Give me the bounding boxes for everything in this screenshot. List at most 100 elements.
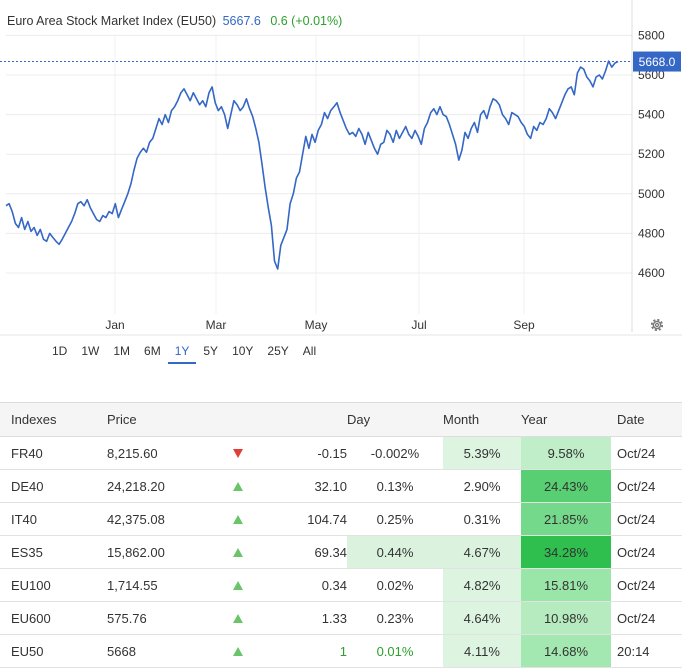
header-arrow bbox=[211, 402, 265, 437]
change-cell: 104.74 bbox=[265, 502, 347, 536]
index-name: Euro Area Stock Market Index (EU50) bbox=[7, 14, 217, 28]
range-button-25y[interactable]: 25Y bbox=[267, 344, 289, 358]
year-cell: 15.81% bbox=[521, 568, 611, 602]
direction-cell bbox=[211, 634, 265, 668]
header-indexes[interactable]: Indexes bbox=[0, 402, 107, 437]
range-button-1y[interactable]: 1Y bbox=[167, 340, 197, 364]
change-cell: 69.34 bbox=[265, 535, 347, 569]
table-row[interactable]: EU600 575.76 1.33 0.23% 4.64% 10.98% Oct/24 bbox=[0, 601, 682, 635]
y-tick-label: 4800 bbox=[638, 226, 665, 240]
day-cell: 0.02% bbox=[347, 568, 443, 602]
arrow-up-icon bbox=[233, 481, 243, 491]
gear-icon[interactable] bbox=[649, 317, 665, 333]
table-row[interactable]: EU100 1,714.55 0.34 0.02% 4.82% 15.81% Oct/24 bbox=[0, 568, 682, 602]
range-button-6m[interactable]: 6M bbox=[144, 344, 161, 358]
y-tick-label: 5400 bbox=[638, 108, 665, 122]
header-price[interactable]: Price bbox=[107, 402, 211, 437]
date-cell: Oct/24 bbox=[611, 535, 682, 569]
header-change bbox=[265, 402, 347, 437]
arrow-up-icon bbox=[233, 514, 243, 524]
month-cell: 4.64% bbox=[443, 601, 521, 635]
month-cell: 2.90% bbox=[443, 469, 521, 503]
table-row[interactable]: DE40 24,218.20 32.10 0.13% 2.90% 24.43% Oct/24 bbox=[0, 469, 682, 503]
x-tick-label: Mar bbox=[206, 318, 227, 332]
index-value: 5667.6 bbox=[222, 14, 261, 28]
price-cell: 15,862.00 bbox=[107, 535, 211, 569]
index-name[interactable]: EU100 bbox=[0, 568, 107, 602]
x-tick-label: Jan bbox=[105, 318, 124, 332]
direction-cell bbox=[211, 601, 265, 635]
direction-cell bbox=[211, 436, 265, 470]
y-tick-label: 5200 bbox=[638, 147, 665, 161]
table-row[interactable]: EU50 5668 1 0.01% 4.11% 14.68% 20:14 bbox=[0, 634, 682, 668]
year-cell: 9.58% bbox=[521, 436, 611, 470]
change-cell: 32.10 bbox=[265, 469, 347, 503]
day-cell: 0.23% bbox=[347, 601, 443, 635]
table-row[interactable]: ES35 15,862.00 69.34 0.44% 4.67% 34.28% Oct/24 bbox=[0, 535, 682, 569]
y-tick-label: 4600 bbox=[638, 266, 665, 280]
change-cell: 1 bbox=[265, 634, 347, 668]
arrow-up-icon bbox=[233, 547, 243, 557]
header-day[interactable]: Day bbox=[347, 402, 443, 437]
index-change: 0.6 (+0.01%) bbox=[270, 14, 343, 28]
x-tick-label: May bbox=[305, 318, 328, 332]
month-cell: 5.39% bbox=[443, 436, 521, 470]
arrow-up-icon bbox=[233, 613, 243, 623]
date-cell: Oct/24 bbox=[611, 436, 682, 470]
date-cell: Oct/24 bbox=[611, 568, 682, 602]
range-selector: 1D 1W 1M 6M 1Y 5Y 10Y 25Y All bbox=[45, 340, 323, 364]
price-cell: 575.76 bbox=[107, 601, 211, 635]
year-cell: 14.68% bbox=[521, 634, 611, 668]
change-cell: -0.15 bbox=[265, 436, 347, 470]
day-cell: -0.002% bbox=[347, 436, 443, 470]
range-button-all[interactable]: All bbox=[302, 344, 317, 358]
indexes-table: Indexes Price Day Month Year Date FR40 8,… bbox=[0, 402, 682, 668]
year-cell: 21.85% bbox=[521, 502, 611, 536]
range-button-1w[interactable]: 1W bbox=[81, 344, 100, 358]
y-tick-label: 5000 bbox=[638, 187, 665, 201]
table-body: FR40 8,215.60 -0.15 -0.002% 5.39% 9.58% Oct/24… bbox=[0, 436, 682, 668]
header-date[interactable]: Date bbox=[611, 402, 682, 437]
date-cell: Oct/24 bbox=[611, 502, 682, 536]
date-cell: Oct/24 bbox=[611, 469, 682, 503]
last-value-badge bbox=[633, 51, 681, 72]
x-tick-label: Jul bbox=[411, 318, 426, 332]
y-tick-label: 5800 bbox=[638, 28, 665, 42]
change-cell: 1.33 bbox=[265, 601, 347, 635]
index-name[interactable]: ES35 bbox=[0, 535, 107, 569]
table-row[interactable]: FR40 8,215.60 -0.15 -0.002% 5.39% 9.58% Oct/24 bbox=[0, 436, 682, 470]
range-button-10y[interactable]: 10Y bbox=[232, 344, 254, 358]
index-name[interactable]: FR40 bbox=[0, 436, 107, 470]
arrow-up-icon bbox=[233, 580, 243, 590]
index-name[interactable]: EU50 bbox=[0, 634, 107, 668]
index-name[interactable]: DE40 bbox=[0, 469, 107, 503]
month-cell: 4.11% bbox=[443, 634, 521, 668]
chart-header: Euro Area Stock Market Index (EU50) 5667… bbox=[7, 14, 342, 28]
direction-cell bbox=[211, 502, 265, 536]
change-cell: 0.34 bbox=[265, 568, 347, 602]
table-row[interactable]: IT40 42,375.08 104.74 0.25% 0.31% 21.85% Oct/2… bbox=[0, 502, 682, 536]
range-button-1m[interactable]: 1M bbox=[113, 344, 131, 358]
month-cell: 4.67% bbox=[443, 535, 521, 569]
direction-cell bbox=[211, 535, 265, 569]
day-cell: 0.13% bbox=[347, 469, 443, 503]
direction-cell bbox=[211, 469, 265, 503]
year-cell: 24.43% bbox=[521, 469, 611, 503]
range-button-5y[interactable]: 5Y bbox=[203, 344, 219, 358]
year-cell: 10.98% bbox=[521, 601, 611, 635]
index-name[interactable]: EU600 bbox=[0, 601, 107, 635]
date-cell: Oct/24 bbox=[611, 601, 682, 635]
arrow-down-icon bbox=[233, 448, 243, 458]
header-year[interactable]: Year bbox=[521, 402, 611, 437]
x-tick-label: Sep bbox=[513, 318, 535, 332]
range-button-1d[interactable]: 1D bbox=[52, 344, 68, 358]
day-cell: 0.44% bbox=[347, 535, 443, 569]
index-name[interactable]: IT40 bbox=[0, 502, 107, 536]
price-cell: 8,215.60 bbox=[107, 436, 211, 470]
price-cell: 1,714.55 bbox=[107, 568, 211, 602]
price-cell: 24,218.20 bbox=[107, 469, 211, 503]
month-cell: 4.82% bbox=[443, 568, 521, 602]
header-month[interactable]: Month bbox=[443, 402, 521, 437]
last-value-label: 5668.0 bbox=[639, 55, 676, 69]
